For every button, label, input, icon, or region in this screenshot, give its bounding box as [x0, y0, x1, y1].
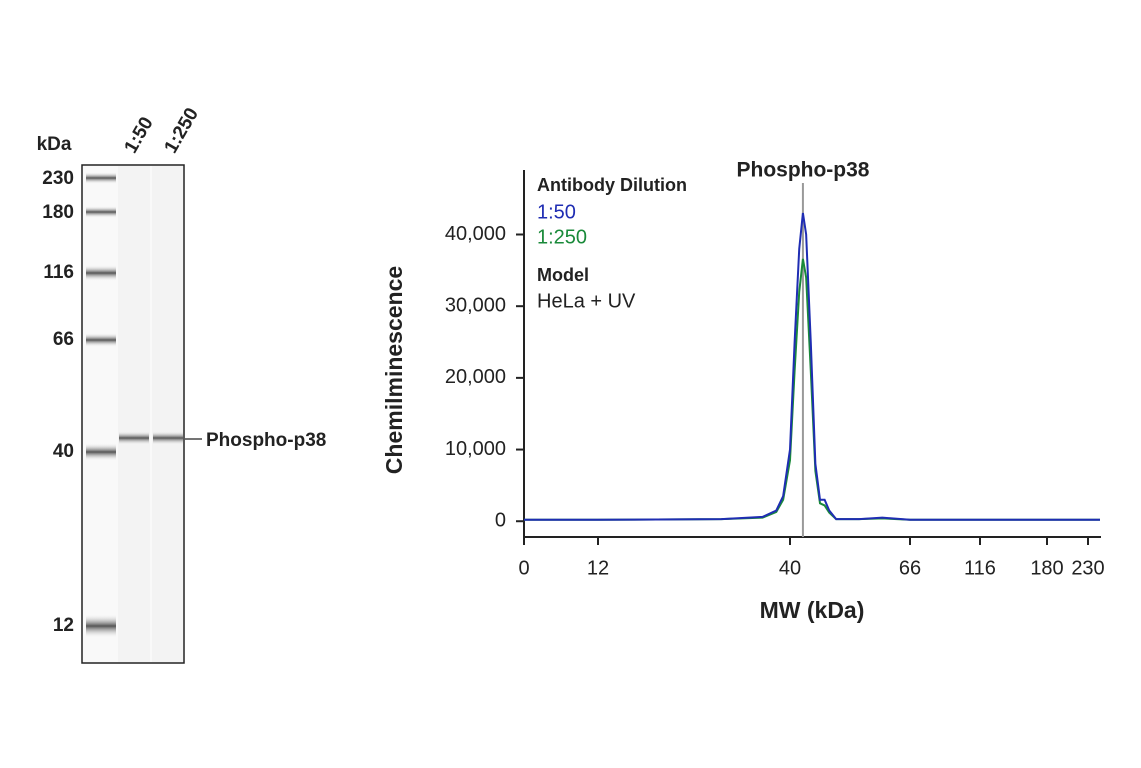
series-line [524, 212, 1100, 521]
lane [118, 166, 150, 662]
unit-label: kDa [37, 134, 72, 155]
band-label: Phospho-p38 [206, 430, 326, 451]
ladder-label: 40 [53, 441, 74, 462]
ladder-label: 12 [53, 615, 74, 636]
y-tick-label: 10,000 [445, 438, 506, 460]
ladder-label: 230 [42, 168, 74, 189]
y-tick-label: 20,000 [445, 366, 506, 388]
lane-label: 1:250 [160, 104, 202, 157]
sample-band [153, 431, 183, 445]
y-axis-title: Chemilminescence [381, 266, 407, 474]
y-tick-label: 40,000 [445, 223, 506, 245]
x-tick-label: 180 [1030, 557, 1063, 579]
x-tick-label: 230 [1071, 557, 1104, 579]
ladder-band [86, 614, 116, 638]
lane [152, 166, 183, 662]
legend-title: Antibody Dilution [537, 175, 687, 195]
model-title: Model [537, 265, 589, 285]
ladder-band [86, 443, 116, 461]
ladder-band [86, 206, 116, 218]
ladder-band [86, 333, 116, 347]
chart: Phospho-p38 MW (kDa) Chemilminescence An… [381, 159, 1105, 624]
legend-entry: 1:50 [537, 201, 576, 223]
lane-label: 1:50 [120, 114, 157, 157]
y-tick-label: 30,000 [445, 294, 506, 316]
legend-entry: 1:250 [537, 226, 587, 248]
x-tick-label: 0 [518, 557, 529, 579]
x-tick-label: 12 [587, 557, 609, 579]
x-tick-label: 116 [964, 557, 996, 579]
ladder-label: 180 [42, 202, 74, 223]
blot: kDa 1:50 1:250 230 180 116 66 40 12 Phos… [37, 104, 326, 664]
x-axis-title: MW (kDa) [760, 597, 865, 623]
ladder-label: 66 [53, 329, 74, 350]
x-tick-label: 66 [899, 557, 921, 579]
ladder-band [86, 172, 116, 184]
sample-band [119, 431, 149, 445]
chart-title: Phospho-p38 [736, 159, 869, 182]
x-tick-label: 40 [779, 557, 801, 579]
y-tick-label: 0 [495, 510, 506, 532]
model-text: HeLa + UV [537, 290, 636, 312]
ladder-band [86, 265, 116, 281]
ladder-label: 116 [43, 262, 74, 283]
